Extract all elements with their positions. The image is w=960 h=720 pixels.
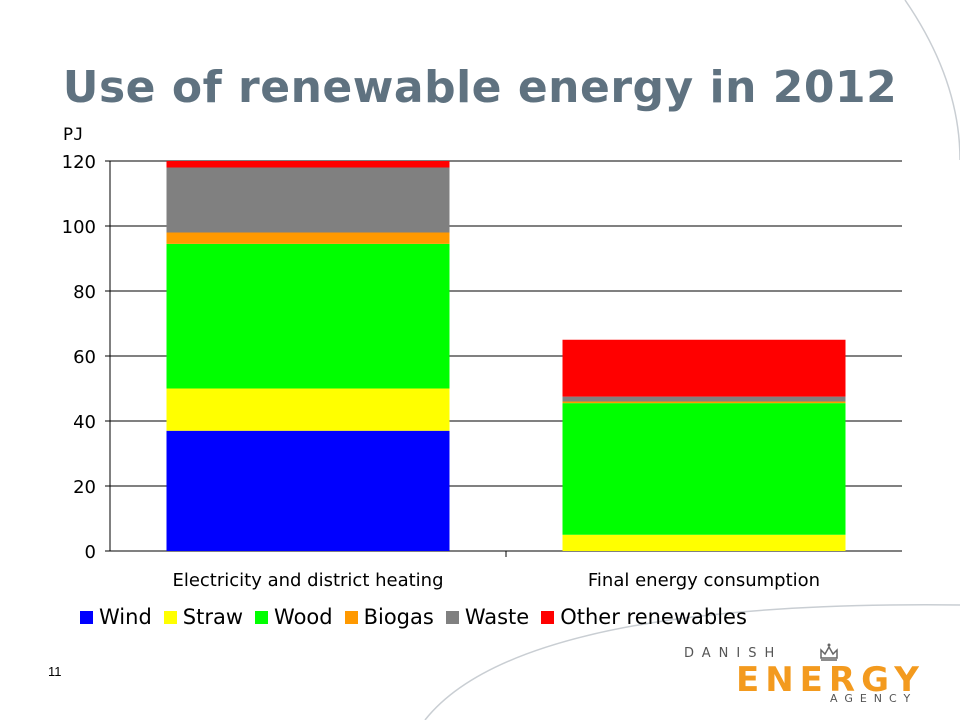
legend-label: Wind: [99, 605, 152, 629]
bar-segment-other-renewables: [562, 339, 846, 397]
legend-label: Other renewables: [560, 605, 747, 629]
legend-swatch: [445, 610, 459, 624]
logo-text-danish: DANISH: [684, 646, 783, 661]
bar-segment-straw: [562, 534, 846, 551]
logo-text-energy: ENERGY: [736, 660, 925, 700]
bar-segment-other-renewables: [166, 161, 450, 168]
stacked-bar-chart: 0 20 40 60 80 100 120 PJ Electricity and distric…: [62, 125, 902, 591]
legend-label: Wood: [274, 605, 333, 629]
page-number: 11: [48, 664, 62, 679]
legend-label: Biogas: [363, 605, 434, 629]
bar-segment-waste: [166, 167, 450, 233]
y-tick-label: 40: [73, 412, 96, 433]
chart-legend: Wind Straw Wood Biogas Waste Other renewables: [80, 602, 759, 632]
y-tick-label: 80: [73, 282, 96, 303]
logo-text-agency: AGENCY: [830, 692, 918, 705]
legend-swatch: [255, 610, 269, 624]
bar-segment-wood: [562, 403, 846, 535]
legend-item: Straw: [163, 605, 244, 629]
legend-label: Waste: [464, 605, 530, 629]
legend-item: Other renewables: [541, 605, 747, 629]
x-tick-label: Electricity and district heating: [172, 570, 443, 591]
bar-segment-wood: [166, 243, 450, 389]
legend-swatch: [344, 610, 358, 624]
bar-segment-biogas: [562, 401, 846, 404]
danish-energy-agency-logo: DANISH ENERGY AGENCY: [680, 640, 940, 715]
y-tick-label: 20: [73, 477, 96, 498]
legend-swatch: [541, 610, 555, 624]
legend-item: Biogas: [344, 605, 434, 629]
bar-segment-wind: [166, 430, 450, 551]
bar-segment-waste: [562, 396, 846, 402]
legend-swatch: [163, 610, 177, 624]
crown-icon: [820, 643, 838, 661]
x-tick-label: Final energy consumption: [588, 570, 820, 591]
slide-title: Use of renewable energy in 2012: [62, 62, 898, 113]
y-tick-label: 120: [62, 152, 96, 173]
bar-segment-biogas: [166, 232, 450, 244]
y-tick-label: 60: [73, 347, 96, 368]
legend-swatch: [80, 610, 93, 624]
y-tick-label: 100: [62, 217, 96, 238]
bar-segment-straw: [166, 388, 450, 431]
y-tick-label: 0: [85, 542, 96, 563]
legend-label: Straw: [182, 605, 244, 629]
legend-item: Waste: [445, 605, 530, 629]
legend-item: Wood: [255, 605, 333, 629]
legend-item: Wind: [80, 605, 152, 629]
y-axis-label: PJ: [63, 125, 83, 145]
